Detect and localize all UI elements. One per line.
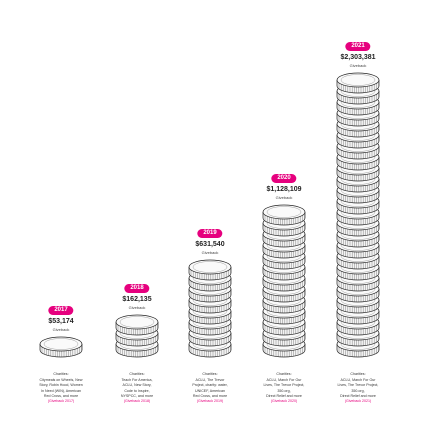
charities-line: Red Cross, and more (43, 393, 79, 398)
giveback-link[interactable]: (Giveback 2019) (196, 399, 224, 404)
giveback-link[interactable]: (Giveback 2017) (47, 399, 75, 404)
year-badge: 2019 (197, 229, 223, 238)
charities-line: Story, Robin Hood, Women (39, 383, 83, 388)
charities-header: Charities: (129, 372, 145, 376)
charities-line: ACLU, March For Our (266, 378, 302, 383)
giveback-link[interactable]: (Giveback 2020) (270, 399, 298, 404)
charities-line: Direct Relief and more (266, 393, 302, 398)
charities-line: NYSPCC, and more (120, 393, 154, 398)
giveback-amount: $2,303,381 (340, 54, 376, 61)
coin-stack-2019 (188, 259, 232, 358)
year-badge: 2018 (124, 284, 150, 293)
coin (336, 72, 380, 94)
charities-header: Charities: (350, 372, 366, 376)
coin-stack-2020 (262, 204, 306, 358)
charities-list: Charities: ACLU, The Trevor Project, chari… (172, 372, 248, 404)
year-badge: 2021 (345, 42, 371, 51)
year-badge: 2017 (48, 306, 74, 315)
coin-stack-2017 (39, 336, 83, 358)
giveback-link[interactable]: (Giveback 2021) (344, 399, 372, 404)
giveback-caption: Giveback (128, 305, 146, 310)
giveback-amount: $631,540 (195, 241, 225, 248)
giveback-caption: Giveback (201, 250, 219, 255)
charities-list: Charities: ACLU, March For Our Lives, The … (246, 372, 322, 404)
giveback-caption: Giveback (275, 195, 293, 200)
charities-line: Project, charity: water, (192, 383, 228, 388)
charities-line: Direct Relief and more (340, 393, 376, 398)
charities-line: Code to Inspire, (124, 388, 150, 393)
giveback-caption: Giveback (349, 63, 367, 68)
coin (115, 314, 159, 336)
charities-header: Charities: (276, 372, 292, 376)
coin (188, 259, 232, 281)
giveback-amount: $1,128,109 (266, 186, 302, 193)
giveback-caption: Giveback (52, 327, 70, 332)
coin-stack-2021 (336, 72, 380, 358)
charities-line: Lives, The Trevor Project, (337, 383, 379, 388)
charities-line: Citymeals on Wheels, New (39, 378, 83, 383)
charities-line: ACLU, March For Our (340, 378, 376, 383)
charities-line: Teach For America, (121, 378, 153, 383)
charities-line: UNICEF, American (195, 388, 225, 393)
charities-line: 350.org, (277, 388, 291, 393)
coin-stack-2018 (115, 314, 159, 358)
coin (39, 336, 83, 358)
coin (262, 204, 306, 226)
charities-header: Charities: (53, 372, 69, 376)
charities-list: Charities: Teach For America, ACLU, New St… (99, 372, 175, 404)
charities-line: ACLU, New Story, (122, 383, 152, 388)
year-badge: 2020 (271, 174, 297, 183)
coin (336, 83, 380, 105)
charities-list: Charities: ACLU, March For Our Lives, The … (320, 372, 396, 404)
charities-list: Charities: Citymeals on Wheels, New Story,… (23, 372, 99, 404)
giveback-amount: $53,174 (48, 318, 74, 325)
giveback-amount: $162,135 (122, 296, 152, 303)
charities-header: Charities: (202, 372, 218, 376)
giveback-link[interactable]: (Giveback 2018) (123, 399, 151, 404)
charities-line: Red Cross, and more (192, 393, 228, 398)
charities-line: 350.org, (351, 388, 365, 393)
charities-line: Lives, The Trevor Project, (263, 383, 305, 388)
charities-line: In Need (WIN), American (41, 388, 81, 393)
charities-line: ACLU, The Trevor (195, 378, 225, 383)
